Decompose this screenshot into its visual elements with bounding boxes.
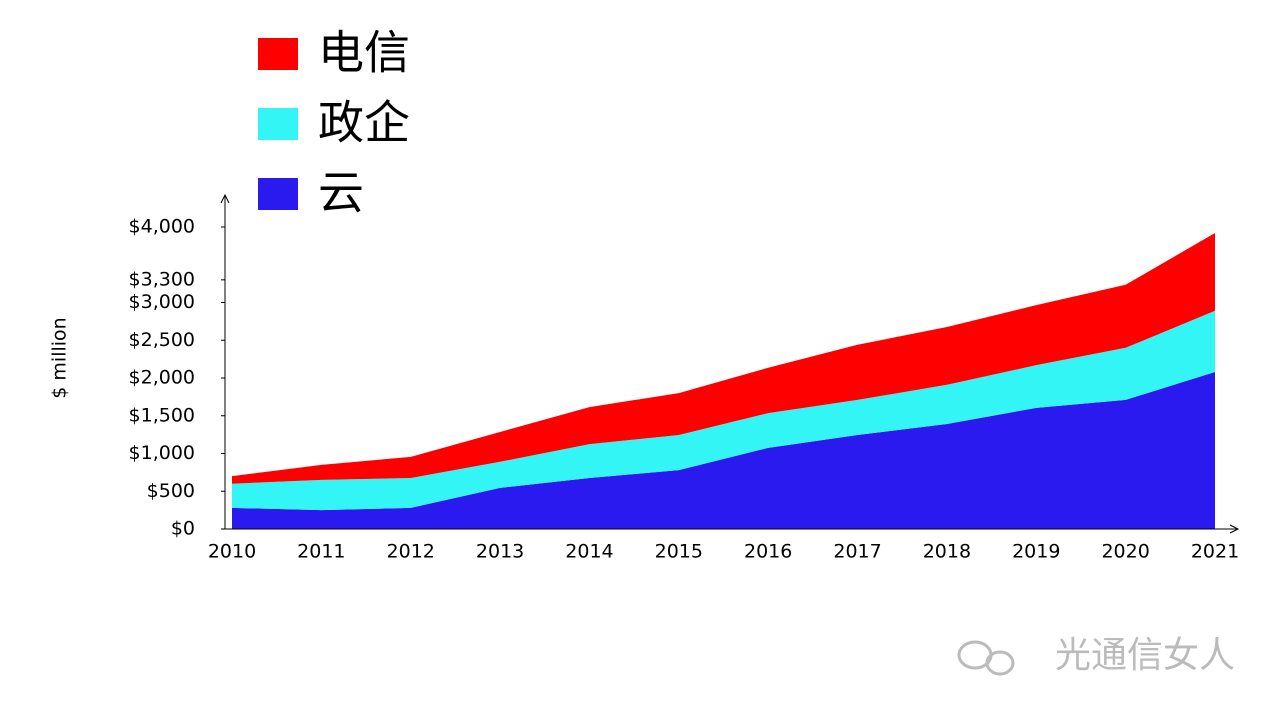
legend-label: 云 (318, 166, 364, 220)
y-tick-label: $0 (171, 518, 195, 540)
x-tick-label: 2014 (565, 541, 613, 563)
area (232, 371, 1215, 529)
x-tick-label: 2018 (923, 541, 971, 563)
x-tick-label: 2016 (744, 541, 792, 563)
y-tick-label: $1,500 (129, 404, 195, 426)
watermark-icon (957, 640, 1015, 676)
x-tick-label: 2017 (833, 541, 881, 563)
x-tick-label: 2013 (476, 541, 524, 563)
x-tick-label: 2012 (387, 541, 435, 563)
y-tick-label: $2,500 (129, 329, 195, 351)
legend-label: 电信 (318, 26, 410, 80)
legend-swatch (258, 38, 298, 70)
x-tick-label: 2021 (1191, 541, 1239, 563)
legend-swatch (258, 108, 298, 140)
y-tick-label: $4,000 (129, 216, 195, 238)
y-tick-label: $1,000 (129, 442, 195, 464)
y-tick-label: $500 (147, 480, 195, 502)
x-tick-label: 2020 (1101, 541, 1149, 563)
area (232, 310, 1215, 511)
y-axis-arrow (220, 193, 230, 204)
y-axis-label: $ million (49, 317, 71, 398)
x-tick-label: 2015 (655, 541, 703, 563)
area (232, 233, 1215, 484)
watermark: 光通信女人 (1055, 635, 1235, 676)
x-tick-label: 2019 (1012, 541, 1060, 563)
legend-label: 政企 (318, 96, 410, 150)
y-tick-label: $3,300 (129, 268, 195, 290)
y-tick-label: $3,000 (129, 291, 195, 313)
x-tick-label: 2010 (208, 541, 256, 563)
y-tick-label: $2,000 (129, 367, 195, 389)
legend-swatch (258, 178, 298, 210)
x-tick-label: 2011 (297, 541, 345, 563)
x-axis-arrow (1229, 524, 1240, 534)
